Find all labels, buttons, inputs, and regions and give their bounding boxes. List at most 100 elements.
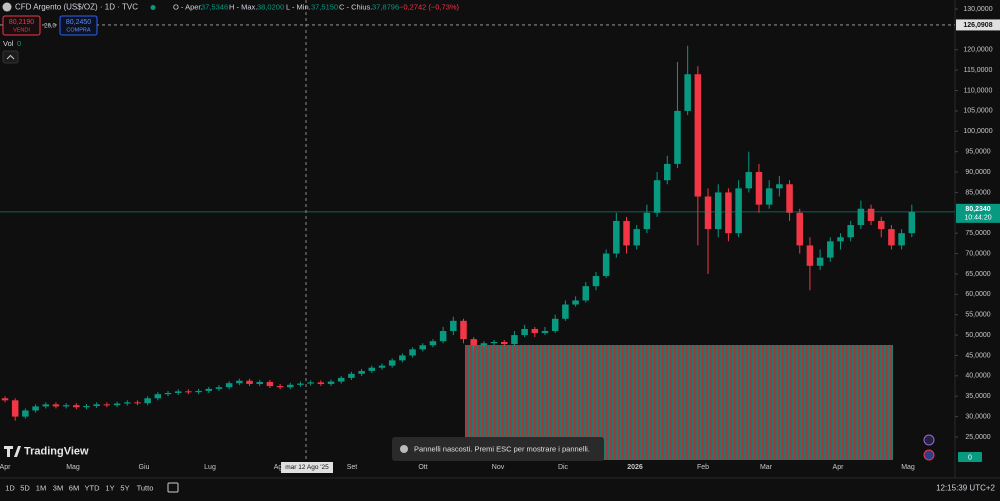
candle-body (22, 410, 29, 417)
range-button[interactable]: 1D (5, 483, 15, 492)
candle-body (623, 220, 630, 246)
range-button[interactable]: 1Y (105, 483, 114, 492)
candle-body (602, 253, 610, 276)
y-tick-label: 100,0000 (963, 128, 992, 135)
flag-icon[interactable] (923, 449, 935, 461)
candle-body (450, 320, 457, 332)
price-axis: 130,0000 120,0000 115,0000 110,0000 105,0000… (955, 6, 1000, 441)
logo-text: TradingView (24, 445, 89, 457)
candle-body (847, 225, 854, 238)
x-tick-label: Lug (204, 464, 216, 471)
collapse-icon (6, 54, 15, 60)
sell-label[interactable]: VENDI (13, 27, 30, 33)
candle-body (714, 192, 722, 230)
y-tick-label: 90,0000 (965, 169, 990, 176)
x-tick-label: Nov (492, 464, 505, 471)
candle-body (664, 163, 671, 181)
range-button[interactable]: 3M (53, 483, 63, 492)
symbol-icon (2, 2, 12, 12)
candle-body (174, 391, 182, 393)
candle-body (786, 184, 793, 213)
candle-body (500, 342, 508, 345)
buy-price[interactable]: 80,2450 (66, 19, 91, 26)
crosshair-date-label: mar 12 Ago '25 (285, 464, 329, 471)
range-button[interactable]: Tutto (137, 483, 154, 492)
clock: 12:15:39 UTC+2 (936, 484, 995, 493)
candle-body (551, 318, 559, 332)
range-button[interactable]: 5Y (120, 483, 129, 492)
plot (0, 0, 955, 460)
range-button[interactable]: 1M (36, 483, 46, 492)
x-tick-label: Ago (274, 464, 287, 471)
candle-body (205, 388, 213, 391)
range-button[interactable]: YTD (85, 483, 101, 492)
candle-body (480, 343, 488, 346)
candle-body (521, 328, 528, 336)
sell-price[interactable]: 80,2190 (9, 19, 34, 26)
candle-body (164, 392, 172, 395)
crosshair-price-badge (956, 19, 1000, 31)
x-tick-label: 2026 (627, 464, 643, 471)
collapse-button[interactable] (2, 50, 19, 64)
candle-body (429, 341, 437, 346)
market-status (150, 5, 156, 10)
candle-body (592, 275, 600, 287)
ohlc-label: O - Aper. (173, 2, 203, 11)
y-tick-label: 120,0000 (963, 47, 992, 54)
candle-body (42, 404, 50, 407)
candle-body (888, 229, 895, 246)
candle-body (877, 220, 885, 230)
x-tick-label: Apr (833, 464, 845, 471)
candle-body (327, 381, 335, 384)
volume-axis-badge (958, 452, 982, 462)
ohlc-value: 37,5150 (311, 2, 338, 11)
candle-body (684, 74, 691, 111)
range-button[interactable]: 5D (20, 483, 30, 492)
volume-label: Vol (3, 39, 14, 48)
y-tick-label: 70,0000 (965, 250, 990, 257)
x-tick-label: Giu (139, 464, 150, 471)
candle-body (32, 406, 39, 411)
candle-body (307, 382, 314, 384)
volume-value: 0 (17, 39, 21, 48)
candle-body (541, 331, 549, 334)
candle-body (806, 245, 814, 266)
event-icon[interactable] (923, 434, 935, 446)
candle-body (582, 286, 590, 301)
toast-icon (400, 445, 408, 453)
x-tick-label: Mar (760, 464, 773, 471)
candle-body (348, 373, 355, 378)
candle-body (236, 380, 243, 384)
x-tick-label: Mag (66, 464, 80, 471)
logo-icon (4, 446, 21, 457)
candle-body (796, 212, 803, 246)
candle-body (225, 383, 233, 388)
candle-body (185, 391, 192, 393)
candle-body (460, 320, 467, 340)
buy-button[interactable] (59, 15, 98, 36)
candle-body (816, 257, 824, 266)
candle-body (297, 383, 304, 385)
candle-body (755, 172, 763, 205)
candle-body (11, 400, 19, 417)
calendar-button[interactable] (167, 482, 179, 493)
bottom-toolbar: 1D 5D 1M 3M 6M YTD 1Y 5Y Tutto (5, 483, 153, 492)
candle-body (337, 377, 345, 382)
candle-body (62, 405, 70, 407)
range-button[interactable]: 6M (69, 483, 79, 492)
y-tick-label: 110,0000 (964, 87, 993, 94)
candle-body (613, 220, 620, 254)
candle-body (898, 233, 905, 246)
symbol-title: CFD Argento (US$/OZ) · 1D · TVC (15, 3, 138, 12)
x-tick-label: Ott (418, 464, 427, 471)
candle-body (276, 386, 284, 388)
candle-body (725, 192, 732, 234)
candle-body (154, 394, 162, 399)
candle-body (1, 398, 9, 401)
candle-body (439, 331, 447, 342)
sell-button[interactable] (2, 15, 41, 36)
buy-label[interactable]: COMPRA (66, 27, 90, 33)
y-tick-label: 25,0000 (965, 434, 990, 441)
